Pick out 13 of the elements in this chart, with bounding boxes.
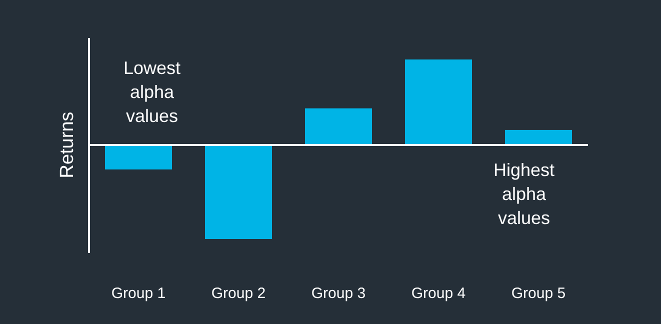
x-tick-label: Group 4 — [411, 285, 466, 302]
x-tick-label: Group 1 — [111, 285, 166, 302]
bar — [205, 145, 272, 239]
annotation: Highest alpha values — [493, 160, 555, 228]
y-axis-title: Returns — [57, 112, 78, 178]
annotation: Lowest alpha values — [123, 58, 181, 126]
bar — [305, 108, 372, 145]
x-tick-label: Group 5 — [511, 285, 566, 302]
x-tick-label: Group 2 — [211, 285, 266, 302]
bar — [505, 130, 572, 145]
bar — [405, 59, 472, 145]
x-tick-label: Group 3 — [311, 285, 366, 302]
bar — [105, 145, 172, 170]
